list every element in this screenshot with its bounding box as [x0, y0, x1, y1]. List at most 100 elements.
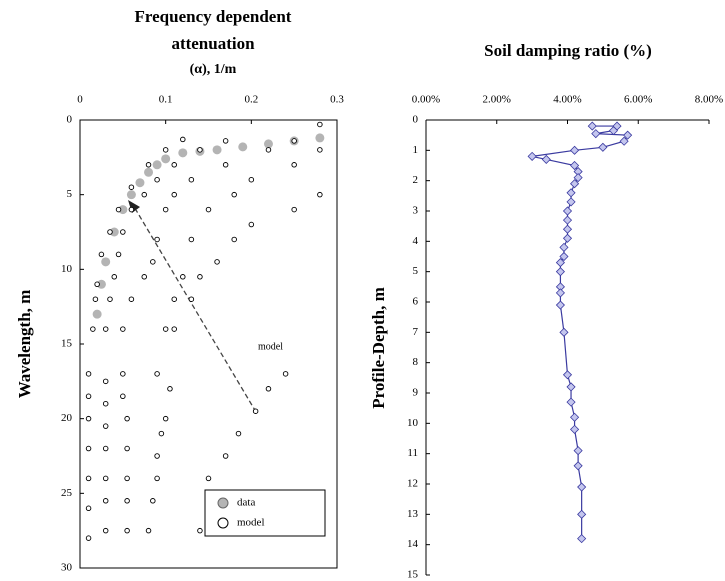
data-point — [559, 251, 569, 262]
data-point — [171, 162, 177, 168]
data-point — [591, 129, 601, 139]
data-point — [562, 233, 573, 243]
data-point — [109, 227, 119, 237]
annotation: model — [258, 341, 283, 352]
x-tick-label: 2.00% — [483, 94, 511, 106]
data-point — [107, 229, 113, 235]
x-tick-label: 0.2 — [244, 94, 258, 106]
data-point — [101, 257, 111, 267]
data-point — [85, 505, 92, 512]
data-point — [162, 147, 169, 153]
data-point — [154, 475, 160, 482]
legend-label: data — [237, 497, 255, 509]
data-point — [128, 206, 135, 213]
y-tick-label: 6 — [413, 296, 419, 308]
data-point — [555, 267, 565, 277]
data-point — [141, 274, 147, 280]
x-tick-label: 8.00% — [695, 94, 723, 106]
data-point — [124, 498, 130, 504]
data-point — [124, 415, 130, 422]
data-point — [566, 197, 576, 207]
data-point — [188, 296, 195, 302]
y-tick-label: 30 — [61, 562, 73, 574]
y-tick-label: 7 — [413, 326, 419, 338]
data-point — [562, 224, 573, 234]
data-point — [120, 326, 126, 332]
data-point — [555, 300, 565, 310]
y-tick-label: 25 — [61, 487, 73, 499]
data-point — [205, 206, 212, 213]
data-point — [102, 378, 109, 385]
data-point — [144, 167, 154, 177]
data-point — [570, 160, 580, 171]
data-point — [265, 147, 272, 153]
data-point — [231, 236, 237, 243]
data-point — [178, 148, 188, 158]
data-point — [135, 178, 145, 188]
x-tick-label: 0 — [77, 94, 83, 106]
data-point — [158, 430, 165, 437]
data-point — [577, 482, 587, 492]
data-point — [527, 151, 537, 161]
data-point — [85, 415, 92, 422]
data-point — [98, 251, 105, 258]
y-tick-label: 4 — [413, 235, 419, 247]
y-tick-label: 2 — [413, 174, 419, 186]
y-tick-label: 0 — [413, 114, 419, 126]
data-point — [171, 296, 177, 302]
y-tick-label: 12 — [407, 478, 418, 490]
y-tick-label: 8 — [413, 356, 419, 368]
data-point — [162, 326, 169, 332]
y-tick-label: 9 — [413, 387, 419, 399]
data-point — [145, 162, 152, 168]
data-point — [555, 258, 565, 268]
data-point — [85, 371, 92, 377]
data-point — [150, 498, 156, 504]
x-tick-label: 0.00% — [412, 94, 440, 106]
data-point — [154, 176, 160, 183]
data-point — [212, 145, 222, 155]
data-point — [90, 326, 96, 332]
x-tick-label: 6.00% — [624, 94, 652, 106]
data-point — [107, 296, 113, 302]
data-point — [214, 259, 220, 265]
y-tick-label: 15 — [61, 338, 73, 350]
data-point — [154, 453, 160, 459]
data-point — [94, 281, 100, 288]
data-point — [102, 527, 109, 534]
data-point — [162, 415, 169, 422]
chart-title: Soil damping ratio (%) — [484, 41, 652, 60]
data-point — [573, 173, 583, 183]
data-point — [167, 386, 173, 392]
x-tick-label: 4.00% — [553, 94, 581, 106]
data-point — [115, 251, 122, 258]
data-line — [531, 125, 629, 539]
data-point — [145, 527, 152, 534]
y-tick-label: 3 — [413, 205, 419, 217]
data-point — [573, 461, 583, 471]
data-point — [222, 453, 229, 459]
data-point — [222, 138, 229, 144]
data-point — [570, 145, 580, 155]
data-point — [85, 393, 92, 400]
data-point — [587, 121, 597, 131]
data-point — [102, 498, 109, 504]
data-point — [608, 126, 619, 136]
data-point — [120, 371, 126, 377]
x-axis-label: (α), 1/m — [190, 62, 237, 77]
data-point — [562, 215, 573, 225]
data-point — [291, 138, 297, 144]
legend-box — [204, 489, 326, 537]
data-point — [161, 154, 171, 164]
data-point — [85, 535, 92, 541]
y-axis-label: Profile-Depth, m — [369, 287, 388, 409]
data-point — [252, 408, 259, 414]
data-point — [124, 475, 130, 482]
y-tick-label: 1 — [413, 144, 419, 156]
data-point — [570, 424, 580, 434]
data-point — [282, 371, 289, 377]
data-point — [623, 130, 633, 140]
data-point — [562, 206, 573, 216]
data-point — [559, 242, 569, 252]
